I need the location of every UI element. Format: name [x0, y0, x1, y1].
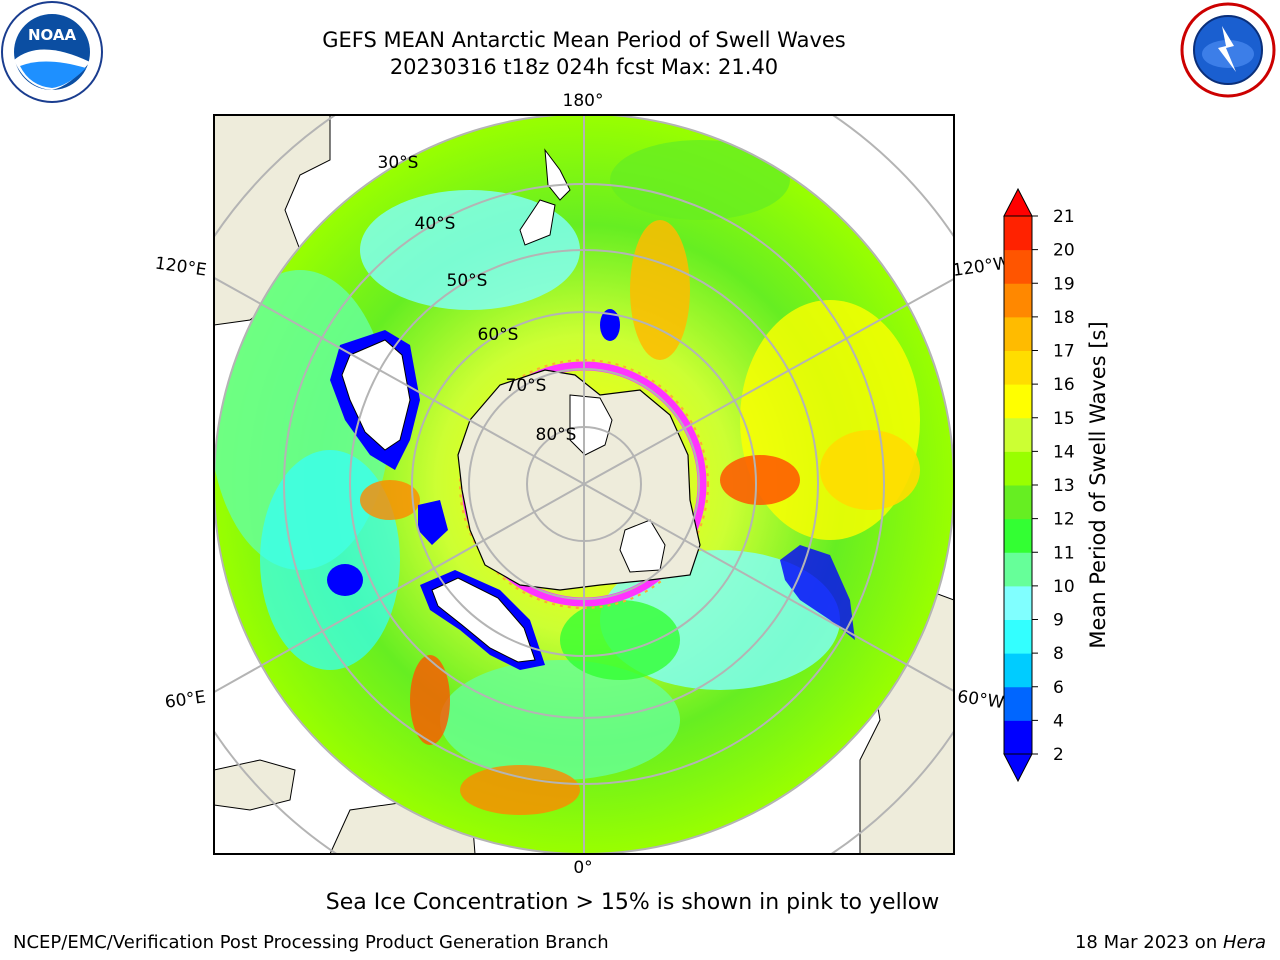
map-subtitle: 20230316 t18z 024h fcst Max: 21.40 [389, 55, 779, 79]
generation-date: 18 Mar 2023 on Hera [1075, 932, 1266, 953]
lon-label-180: 180° [563, 91, 604, 111]
lon-label-120e: 120°E [154, 254, 208, 281]
colorbar-tick-label: 14 [1053, 442, 1075, 462]
colorbar-bin [1004, 686, 1032, 721]
colorbar-tick-label: 16 [1053, 375, 1075, 395]
lon-label-120w: 120°W [951, 253, 1011, 281]
swell-period-field [214, 115, 954, 854]
noaa-logo: NOAA [1, 1, 103, 103]
graticule [214, 115, 954, 854]
colorbar-bin [1004, 417, 1032, 452]
colorbar-tick-label: 9 [1053, 611, 1064, 631]
colorbar-bin [1004, 216, 1032, 251]
colorbar-bin [1004, 585, 1032, 620]
colorbar-tick-label: 18 [1053, 308, 1075, 328]
lon-label-60w: 60°W [956, 687, 1005, 713]
colorbar-tick-label: 11 [1053, 543, 1075, 563]
colorbar-tick-label: 8 [1053, 644, 1064, 664]
colorbar-tick-label: 20 [1053, 241, 1075, 261]
colorbar-bin [1004, 720, 1032, 755]
colorbar-tick-label: 10 [1053, 577, 1075, 597]
colorbar-bin [1004, 350, 1032, 385]
colorbar-tick-label: 2 [1053, 745, 1064, 765]
lat-label-40s: 40°S [415, 214, 456, 234]
colorbar-bin [1004, 283, 1032, 318]
colorbar-tick-label: 12 [1053, 510, 1075, 530]
noaa-logo-text: NOAA [28, 26, 77, 44]
map-frame [213, 114, 955, 855]
colorbar-bin [1004, 384, 1032, 419]
lat-label-50s: 50°S [447, 271, 488, 291]
lat-label-60s: 60°S [478, 325, 519, 345]
colorbar-tick-label: 13 [1053, 476, 1075, 496]
nws-logo [1180, 2, 1276, 98]
lon-label-60e: 60°E [164, 687, 207, 712]
colorbar-tick-label: 15 [1053, 409, 1075, 429]
lat-label-80s: 80°S [536, 425, 577, 445]
colorbar-bin [1004, 552, 1032, 587]
colorbar-tick-label: 6 [1053, 678, 1064, 698]
lon-label-0: 0° [573, 858, 592, 878]
colorbar-over-arrow [1003, 187, 1033, 217]
sea-ice-note: Sea Ice Concentration > 15% is shown in … [325, 890, 940, 915]
continents-outside-disc [214, 115, 954, 854]
colorbar-under-arrow [1003, 753, 1033, 783]
colorbar-tick-label: 17 [1053, 342, 1075, 362]
colorbar-bin [1004, 653, 1032, 688]
colorbar-bin [1004, 451, 1032, 486]
map-title: GEFS MEAN Antarctic Mean Period of Swell… [322, 28, 846, 52]
colorbar-tick-label: 19 [1053, 274, 1075, 294]
lat-label-70s: 70°S [506, 376, 547, 396]
colorbar-tick-label: 21 [1053, 207, 1075, 227]
colorbar-bin [1004, 316, 1032, 351]
colorbar: 2 4 6 8 9 10 11 12 13 14 15 16 17 18 19 20 21 [1003, 187, 1075, 783]
colorbar-bin [1004, 249, 1032, 284]
colorbar-bin [1004, 619, 1032, 654]
lat-label-30s: 30°S [378, 153, 419, 173]
producer-credit: NCEP/EMC/Verification Post Processing Pr… [13, 932, 609, 953]
colorbar-bin [1004, 485, 1032, 520]
host-name: Hera [1222, 932, 1266, 953]
colorbar-tick-label: 4 [1053, 711, 1064, 731]
colorbar-bin [1004, 518, 1032, 553]
generation-date-text: 18 Mar 2023 on [1074, 932, 1223, 953]
